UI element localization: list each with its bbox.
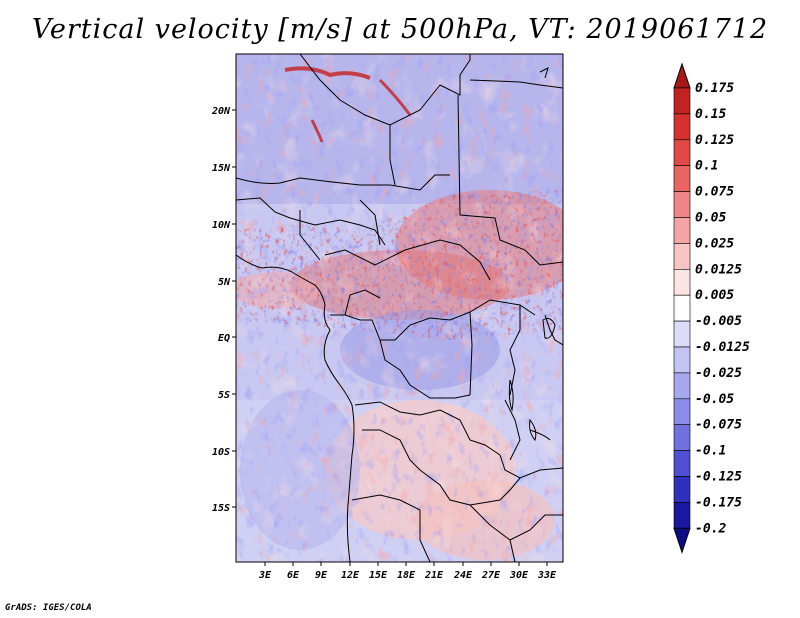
lon-label-6e: 6E	[287, 570, 300, 581]
lat-label-5n: 5N	[218, 277, 231, 288]
map-frame	[235, 53, 564, 563]
grads-credit: GrADS: IGES/COLA	[5, 603, 92, 613]
lat-label-20n: 20N	[211, 106, 231, 117]
lon-label-24e: 24E	[453, 570, 473, 581]
colorbar-segment	[673, 87, 691, 115]
colorbar-label: -0.1	[695, 444, 726, 459]
colorbar-label: -0.025	[695, 366, 742, 381]
map-title: Vertical velocity [m/s] at 500hPa, VT: 2…	[31, 14, 769, 45]
vertical-velocity-field	[236, 54, 563, 562]
colorbar-label: -0.0125	[695, 340, 750, 355]
colorbar-segment	[673, 217, 691, 244]
lat-label-10n: 10N	[212, 220, 231, 231]
colorbar-label: 0.025	[695, 236, 734, 251]
colorbar-label: 0.15	[695, 107, 726, 122]
colorbar-top-arrow	[673, 62, 691, 89]
colorbar-segment	[673, 502, 691, 529]
lon-label-12e: 12E	[341, 570, 360, 581]
lon-label-30e: 30E	[509, 570, 529, 581]
colorbar-segment	[673, 372, 691, 400]
colorbar-label: 0.075	[695, 185, 734, 200]
colorbar-segment	[673, 268, 691, 296]
lat-label-15n: 15N	[212, 163, 231, 174]
lon-label-18e: 18E	[397, 570, 416, 581]
colorbar-segment	[673, 424, 691, 451]
lon-label-21e: 21E	[424, 570, 444, 581]
colorbar-label: 0.005	[695, 288, 734, 303]
colorbar-segment	[673, 243, 691, 270]
colorbar-label: 0.05	[695, 211, 726, 226]
colorbar	[673, 62, 691, 554]
axis-ticks	[232, 109, 548, 566]
colorbar-label: -0.125	[695, 470, 742, 485]
colorbar-label: -0.005	[695, 314, 742, 329]
coastlines-and-borders	[236, 54, 563, 562]
colorbar-segment	[673, 346, 691, 374]
colorbar-segment	[673, 320, 691, 348]
colorbar-labels: 0.175 0.15 0.125 0.1 0.075 0.05 0.025 0.0125 0.0…	[695, 81, 750, 536]
lon-label-15e: 15E	[369, 570, 388, 581]
colorbar-label: -0.075	[695, 418, 742, 433]
longitude-labels: 3E 6E 9E 12E 15E 18E 21E 24E 27E 30E 33E	[258, 570, 557, 581]
colorbar-label: 0.1	[695, 159, 718, 174]
colorbar-label: 0.175	[695, 81, 734, 96]
colorbar-segment	[673, 450, 691, 477]
colorbar-segment	[673, 191, 691, 218]
colorbar-label: -0.05	[695, 392, 734, 407]
colorbar-segment	[673, 476, 691, 503]
colorbar-label: 0.0125	[695, 262, 742, 277]
lon-label-27e: 27E	[481, 570, 501, 581]
lon-label-9e: 9E	[315, 570, 328, 581]
lon-label-3e: 3E	[258, 570, 272, 581]
colorbar-label: -0.2	[695, 521, 726, 536]
colorbar-segment	[673, 113, 691, 141]
lat-label-eq: EQ	[218, 333, 230, 344]
colorbar-segment	[673, 398, 691, 425]
colorbar-label: -0.175	[695, 495, 742, 510]
colorbar-bottom-arrow	[673, 527, 691, 554]
colorbar-segment	[673, 294, 691, 322]
colorbar-segment	[673, 165, 691, 192]
latitude-labels: 20N 15N 10N 5N EQ 5S 10S 15S	[211, 106, 231, 514]
lon-label-33e: 33E	[537, 570, 557, 581]
colorbar-segment	[673, 139, 691, 167]
colorbar-label: 0.125	[695, 133, 734, 148]
lat-label-5s: 5S	[218, 390, 230, 401]
lat-label-15s: 15S	[212, 503, 230, 514]
lat-label-10s: 10S	[212, 447, 230, 458]
